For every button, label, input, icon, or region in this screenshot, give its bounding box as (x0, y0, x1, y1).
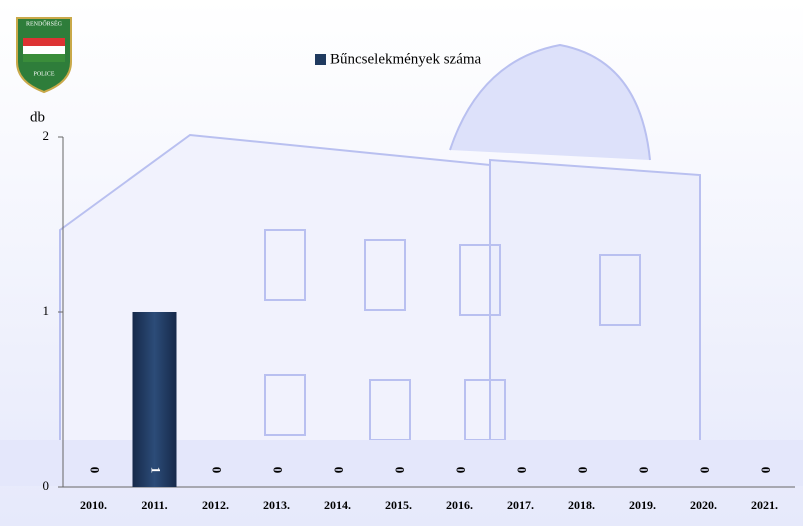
value-label: 0 (88, 467, 103, 474)
x-tick-label: 2013. (263, 498, 290, 512)
x-tick-label: 2021. (751, 498, 778, 512)
value-label: 1 (149, 467, 164, 474)
x-tick-label: 2019. (629, 498, 656, 512)
x-tick-label: 2020. (690, 498, 717, 512)
x-tick-label: 2011. (141, 498, 167, 512)
x-tick-label: 2017. (507, 498, 534, 512)
x-tick-label: 2015. (385, 498, 412, 512)
bar (132, 312, 177, 487)
y-tick-label: 0 (43, 478, 50, 493)
building-backdrop (0, 43, 803, 486)
value-label: 0 (454, 467, 469, 474)
x-tick-label: 2016. (446, 498, 473, 512)
value-label: 0 (759, 467, 774, 474)
x-tick-label: 2018. (568, 498, 595, 512)
value-label: 0 (393, 467, 408, 474)
logo-bottom-text: POLICE (34, 71, 55, 77)
value-label: 0 (576, 467, 591, 474)
x-tick-label: 2014. (324, 498, 351, 512)
y-tick-label: 2 (43, 128, 50, 143)
legend-label: Bűncselekmények száma (330, 51, 482, 67)
logo-top-text: RENDŐRSÉG (26, 19, 63, 27)
value-label: 0 (637, 467, 652, 474)
x-tick-label: 2010. (80, 498, 107, 512)
logo: RENDŐRSÉG POLICE (16, 17, 72, 94)
y-axis-label: db (30, 109, 45, 125)
value-label: 0 (332, 467, 347, 474)
x-tick-label: 2012. (202, 498, 229, 512)
legend-swatch (315, 54, 326, 65)
value-label: 0 (271, 467, 286, 474)
y-tick-label: 1 (43, 303, 50, 318)
value-label: 0 (698, 467, 713, 474)
value-label: 0 (515, 467, 530, 474)
value-label: 0 (210, 467, 225, 474)
